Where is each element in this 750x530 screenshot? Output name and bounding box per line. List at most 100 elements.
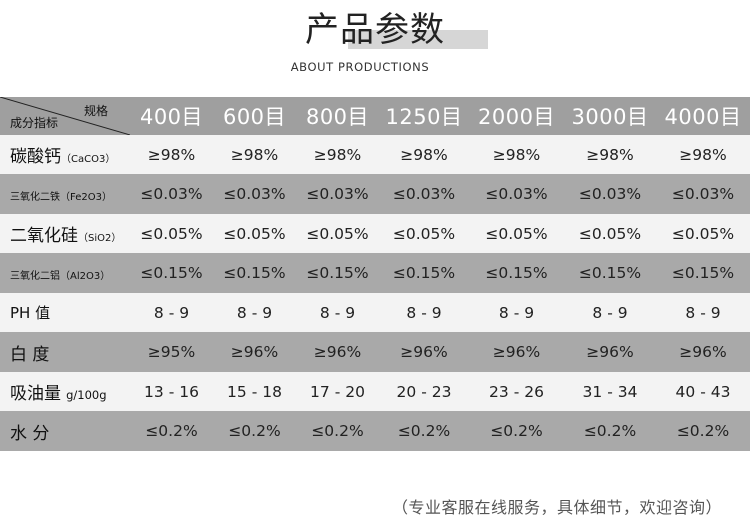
- table-row: 水 分 ≤0.2% ≤0.2% ≤0.2% ≤0.2% ≤0.2% ≤0.2% …: [0, 411, 750, 451]
- table-row: 三氧化二铝（Al2O3） ≤0.15% ≤0.15% ≤0.15% ≤0.15%…: [0, 253, 750, 293]
- table-cell: ≤0.03%: [392, 185, 456, 203]
- column-header: 1250目: [385, 105, 463, 129]
- row-label-suffix: （CaCO3）: [61, 154, 116, 165]
- corner-label-spec: 规格: [83, 104, 108, 118]
- corner-diagonal-line: [0, 97, 130, 135]
- table-cell: ≥95%: [147, 343, 196, 361]
- row-label-text: 吸油量: [10, 384, 61, 404]
- table-cell: ≥96%: [230, 343, 279, 361]
- page-header: 产品参数 ABOUT PRODUCTIONS: [0, 0, 750, 90]
- title-highlight-bar: [348, 30, 488, 49]
- table-cell: 17 - 20: [310, 382, 365, 401]
- table-cell: ≥96%: [586, 343, 634, 361]
- table-cell: ≥98%: [147, 145, 196, 164]
- table-cell: ≤0.05%: [578, 224, 642, 243]
- row-label-text: 三氧化二铝: [10, 270, 60, 282]
- table-cell: ≤0.05%: [140, 224, 203, 243]
- table-cell: 8 - 9: [685, 303, 721, 322]
- table-cell: 8 - 9: [236, 303, 273, 322]
- table-cell: ≤0.2%: [311, 422, 364, 440]
- column-header: 400目: [139, 105, 204, 129]
- table-cell: ≤0.15%: [223, 264, 286, 282]
- table-cell: ≤0.05%: [392, 224, 456, 243]
- table-cell: ≤0.03%: [140, 185, 203, 203]
- row-label-text: 三氧化二铁: [10, 191, 60, 203]
- table-cell: ≤0.03%: [578, 185, 642, 203]
- row-label: 二氧化硅（SiO2）: [0, 214, 130, 253]
- table-cell: ≤0.2%: [583, 422, 637, 440]
- column-header: 2000目: [478, 105, 555, 129]
- table-cell: ≥98%: [492, 145, 541, 164]
- table-cell: ≤0.05%: [223, 224, 286, 243]
- table-cell: ≥96%: [492, 343, 541, 361]
- row-label-suffix: （Fe2O3）: [60, 191, 112, 203]
- row-label-text: 碳酸钙: [10, 147, 61, 167]
- column-header: 800目: [305, 105, 370, 129]
- table-cell: ≥96%: [313, 343, 362, 361]
- row-label: 碳酸钙（CaCO3）: [0, 135, 130, 174]
- table-cell: 8 - 9: [319, 303, 356, 322]
- product-spec-table: 规格 成分指标 400目 600目 800目 1250目 2000目 3000目…: [0, 97, 750, 451]
- table-row: PH 值 8 - 9 8 - 9 8 - 9 8 - 9 8 - 9 8 - 9…: [0, 293, 750, 332]
- row-label-suffix: （Al2O3）: [60, 270, 111, 282]
- table-cell: ≤0.2%: [228, 422, 281, 440]
- table-cell: 31 - 34: [582, 382, 638, 401]
- row-label-text: 二氧化硅: [10, 226, 78, 246]
- row-label: 白 度: [0, 332, 130, 372]
- table-cell: ≤0.15%: [671, 264, 735, 282]
- table-cell: ≤0.2%: [490, 422, 543, 440]
- corner-cell: 规格 成分指标: [0, 97, 130, 135]
- table-cell: ≤0.15%: [578, 264, 642, 282]
- table-cell: 8 - 9: [406, 303, 442, 322]
- table-row: 二氧化硅（SiO2） ≤0.05% ≤0.05% ≤0.05% ≤0.05% ≤…: [0, 214, 750, 253]
- row-label-text: 白 度: [10, 344, 50, 365]
- table-row: 碳酸钙（CaCO3） ≥98% ≥98% ≥98% ≥98% ≥98% ≥98%…: [0, 135, 750, 174]
- table-cell: ≤0.15%: [140, 264, 203, 282]
- table-cell: ≤0.15%: [392, 264, 456, 282]
- column-header: 600目: [222, 105, 287, 129]
- table-cell: ≤0.03%: [671, 185, 735, 203]
- table-header-row: 规格 成分指标 400目 600目 800目 1250目 2000目 3000目…: [0, 97, 750, 135]
- table-cell: ≤0.2%: [397, 422, 451, 440]
- table-cell: ≥96%: [679, 343, 727, 361]
- table-cell: 8 - 9: [153, 303, 190, 322]
- row-label: 三氧化二铝（Al2O3）: [0, 253, 130, 293]
- page-title: 产品参数: [305, 10, 445, 50]
- table-cell: ≤0.15%: [485, 264, 548, 282]
- row-label-suffix: g/100g: [66, 388, 107, 402]
- table-cell: ≤0.05%: [485, 224, 548, 243]
- table-cell: 8 - 9: [498, 303, 535, 322]
- row-label: PH 值: [0, 293, 130, 332]
- row-label-suffix: （SiO2）: [78, 233, 122, 244]
- row-label-text: PH 值: [10, 304, 51, 322]
- table-cell: ≤0.05%: [671, 224, 735, 243]
- table-row: 三氧化二铁（Fe2O3） ≤0.03% ≤0.03% ≤0.03% ≤0.03%…: [0, 174, 750, 214]
- page-subtitle: ABOUT PRODUCTIONS: [290, 60, 430, 74]
- table-cell: ≤0.2%: [145, 422, 198, 440]
- table-cell: ≥98%: [313, 145, 362, 164]
- table-cell: ≤0.2%: [676, 422, 730, 440]
- table-row: 白 度 ≥95% ≥96% ≥96% ≥96% ≥96% ≥96% ≥96%: [0, 332, 750, 372]
- table-cell: ≥98%: [679, 145, 727, 164]
- table-cell: ≥96%: [400, 343, 448, 361]
- table-row: 吸油量 g/100g 13 - 16 15 - 18 17 - 20 20 - …: [0, 372, 750, 411]
- table-cell: 8 - 9: [592, 303, 628, 322]
- table-cell: ≥98%: [230, 145, 279, 164]
- table-cell: ≤0.05%: [306, 224, 369, 243]
- table-cell: 40 - 43: [675, 382, 731, 401]
- column-header: 4000目: [664, 105, 742, 129]
- row-label: 三氧化二铁（Fe2O3）: [0, 174, 130, 214]
- column-header: 3000目: [571, 105, 649, 129]
- contact-note: （专业客服在线服务，具体细节，欢迎咨询）: [391, 498, 722, 517]
- table-cell: ≤0.03%: [306, 185, 369, 203]
- row-label-text: 水 分: [10, 423, 50, 444]
- table-cell: ≥98%: [400, 145, 448, 164]
- table-cell: ≤0.15%: [306, 264, 369, 282]
- table-cell: ≤0.03%: [485, 185, 548, 203]
- table-cell: 13 - 16: [144, 382, 199, 401]
- table-cell: ≤0.03%: [223, 185, 286, 203]
- table-cell: 23 - 26: [489, 382, 544, 401]
- corner-label-component: 成分指标: [10, 116, 59, 130]
- table-cell: 15 - 18: [227, 382, 282, 401]
- table-cell: ≥98%: [586, 145, 634, 164]
